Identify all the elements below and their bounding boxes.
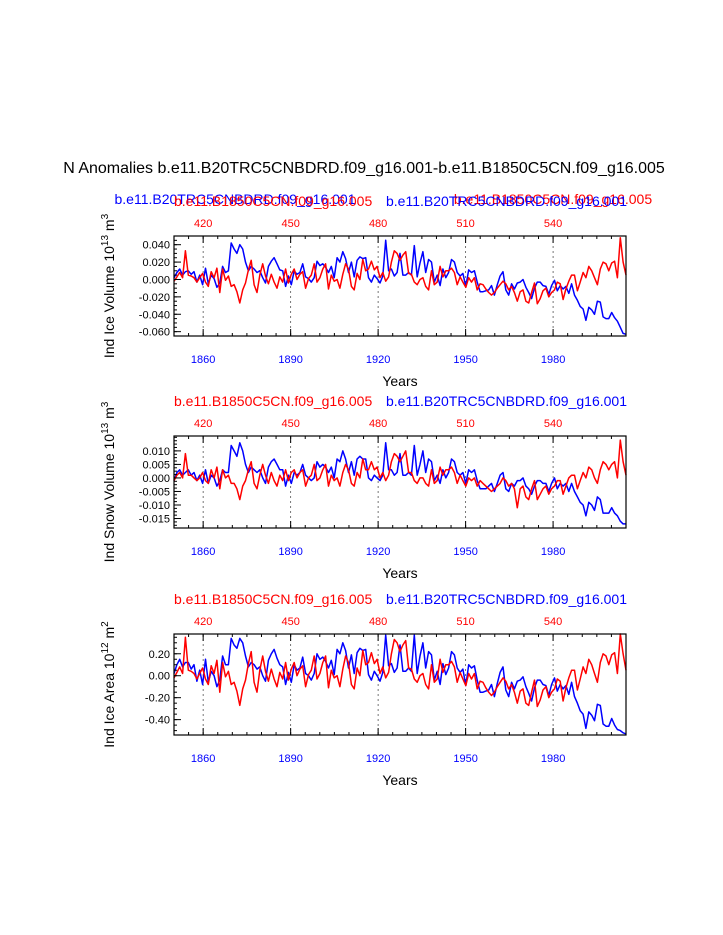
panel-label-red: b.e11.B1850C5CN.f09_g16.005 bbox=[174, 193, 372, 209]
y-tick-label: 0.020 bbox=[142, 257, 170, 269]
y-tick-label: 0.005 bbox=[142, 459, 170, 471]
y-tick-label: -0.40 bbox=[145, 715, 170, 727]
y-tick-label: 0.040 bbox=[142, 240, 170, 252]
x-tick-label-top: 480 bbox=[369, 218, 387, 230]
x-tick-label-bottom: 1890 bbox=[278, 753, 302, 765]
y-tick-label: 0.20 bbox=[149, 649, 170, 661]
y-axis-title-part: 3 bbox=[100, 401, 111, 407]
plot-frame bbox=[173, 633, 627, 736]
x-tick-label-bottom: 1860 bbox=[191, 354, 215, 366]
y-axis-title-part: 3 bbox=[100, 213, 111, 219]
x-tick-label-bottom: 1920 bbox=[366, 354, 390, 366]
y-tick-label: -0.20 bbox=[145, 693, 170, 705]
y-axis-title-part: Ind Ice Volume 10 bbox=[101, 246, 117, 358]
y-axis-title-part: 13 bbox=[100, 422, 111, 434]
x-tick-label-top: 510 bbox=[456, 616, 474, 628]
x-tick-label-bottom: 1950 bbox=[453, 354, 477, 366]
x-tick-label-top: 540 bbox=[544, 616, 562, 628]
y-tick-label: 0.000 bbox=[142, 274, 170, 286]
x-tick-label-top: 510 bbox=[456, 418, 474, 430]
panel-label-blue: b.e11.B20TRC5CNBDRD.f09_g16.001 bbox=[386, 193, 627, 209]
y-axis-title-part: m bbox=[101, 627, 117, 643]
y-axis-title-part: m bbox=[101, 219, 117, 235]
x-tick-label-top: 480 bbox=[369, 418, 387, 430]
series-line-blue bbox=[173, 239, 627, 336]
panel-1: -0.060 -0.040 -0.020 0.000 0.020 0.040 1860 189… bbox=[100, 193, 627, 389]
panels-container: -0.060 -0.040 -0.020 0.000 0.020 0.040 1860 189… bbox=[100, 193, 627, 788]
panel-label-red: b.e11.B1850C5CN.f09_g16.005 bbox=[174, 393, 372, 409]
x-axis-title: Years bbox=[382, 373, 417, 389]
y-axis-title-part: 2 bbox=[100, 621, 111, 627]
x-tick-label-top: 420 bbox=[194, 418, 212, 430]
x-tick-label-top: 450 bbox=[281, 616, 299, 628]
y-tick-label: 0.010 bbox=[142, 446, 170, 458]
y-axis-title: Ind Ice Volume 1013 m3 bbox=[100, 213, 117, 358]
panel-3: -0.40 -0.20 0.00 0.20 1860 1890 1920 1950 1980 42… bbox=[100, 591, 627, 788]
x-tick-label-bottom: 1980 bbox=[541, 753, 565, 765]
panel-label-blue: b.e11.B20TRC5CNBDRD.f09_g16.001 bbox=[386, 393, 627, 409]
plot-frame bbox=[173, 435, 627, 529]
series-line-blue bbox=[173, 634, 627, 735]
x-tick-label-bottom: 1980 bbox=[541, 354, 565, 366]
y-tick-label: -0.010 bbox=[139, 500, 170, 512]
y-tick-label: 0.00 bbox=[149, 671, 170, 683]
x-axis-title: Years bbox=[382, 565, 417, 581]
series-line-blue bbox=[173, 442, 626, 525]
x-tick-label-top: 420 bbox=[194, 616, 212, 628]
y-tick-label: 0.000 bbox=[142, 473, 170, 485]
x-tick-label-top: 450 bbox=[281, 418, 299, 430]
series-line-red bbox=[173, 236, 627, 305]
x-tick-label-top: 450 bbox=[281, 218, 299, 230]
header-blue-label: b.e11.B20TRC5CNBDRD.f09_g16.001 bbox=[115, 191, 356, 207]
x-tick-label-bottom: 1860 bbox=[191, 546, 215, 558]
y-tick-label: -0.060 bbox=[139, 327, 170, 339]
main-title: N Anomalies b.e11.B20TRC5CNBDRD.f09_g16.… bbox=[63, 160, 665, 177]
x-tick-label-bottom: 1950 bbox=[453, 546, 477, 558]
y-axis-title-part: 13 bbox=[100, 235, 111, 247]
y-axis-title-part: Ind Snow Volume 10 bbox=[101, 434, 117, 563]
x-tick-label-top: 540 bbox=[544, 218, 562, 230]
plot-frame bbox=[173, 235, 627, 337]
x-tick-label-bottom: 1920 bbox=[366, 753, 390, 765]
y-axis-title: Ind Ice Area 1012 m2 bbox=[100, 621, 117, 748]
x-tick-label-bottom: 1890 bbox=[278, 354, 302, 366]
y-tick-label: -0.020 bbox=[139, 292, 170, 304]
x-tick-label-bottom: 1950 bbox=[453, 753, 477, 765]
x-tick-label-bottom: 1920 bbox=[366, 546, 390, 558]
x-tick-label-bottom: 1860 bbox=[191, 753, 215, 765]
y-axis-title-part: Ind Ice Area 10 bbox=[101, 653, 117, 747]
x-tick-label-top: 540 bbox=[544, 418, 562, 430]
x-tick-label-top: 480 bbox=[369, 616, 387, 628]
y-tick-label: -0.040 bbox=[139, 309, 170, 321]
series-line-red bbox=[173, 439, 627, 509]
x-tick-label-top: 510 bbox=[456, 218, 474, 230]
x-tick-label-top: 420 bbox=[194, 218, 212, 230]
y-axis-title: Ind Snow Volume 1013 m3 bbox=[100, 401, 117, 562]
header-red-label: b.e11.B1850C5CN.f09_g16.005 bbox=[454, 191, 652, 207]
y-tick-label: -0.005 bbox=[139, 486, 170, 498]
panel-label-blue: b.e11.B20TRC5CNBDRD.f09_g16.001 bbox=[386, 591, 627, 607]
x-axis-title: Years bbox=[382, 772, 417, 788]
y-axis-title-part: m bbox=[101, 407, 117, 423]
y-axis-title-part: 12 bbox=[100, 642, 111, 654]
series-line-red bbox=[173, 633, 627, 708]
x-tick-label-bottom: 1890 bbox=[278, 546, 302, 558]
panel-label-red: b.e11.B1850C5CN.f09_g16.005 bbox=[174, 591, 372, 607]
y-tick-label: -0.015 bbox=[139, 514, 170, 526]
x-tick-label-bottom: 1980 bbox=[541, 546, 565, 558]
